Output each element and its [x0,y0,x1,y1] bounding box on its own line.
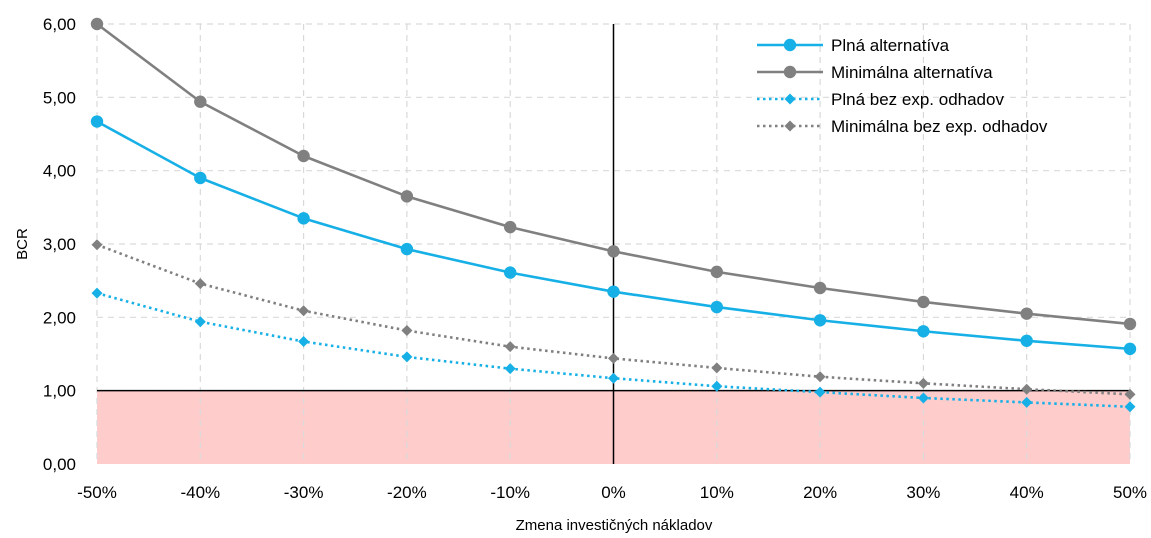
data-point [504,341,516,353]
x-tick-label: 50% [1113,483,1147,502]
y-tick-label: 6,00 [43,15,76,34]
data-point [298,336,310,348]
x-tick-label: 0% [601,483,626,502]
y-axis-title: BCR [14,228,31,260]
legend-marker [783,65,797,79]
x-tick-label: 20% [803,483,837,502]
data-point [1124,388,1136,400]
data-point [917,325,930,338]
x-tick-label: 30% [906,483,940,502]
data-point [297,149,310,163]
data-point [298,305,310,317]
data-point [1123,342,1137,356]
data-point [608,352,619,364]
data-point [401,351,413,363]
series-line-4 [96,243,1131,396]
data-point [608,372,619,384]
legend-label: Plná bez exp. odhadov [831,90,1004,109]
data-point [1020,334,1033,347]
x-axis-title: Zmena investičných nákladov [516,517,713,534]
data-point [504,266,517,279]
data-point [607,245,620,258]
y-tick-label: 2,00 [43,308,76,327]
data-point [814,386,826,398]
x-tick-label: -10% [490,483,530,502]
data-point [814,371,826,383]
y-tick-label: 0,00 [43,455,76,474]
data-point [1123,317,1137,331]
data-point [917,377,929,389]
data-point [91,287,103,299]
data-point [1021,396,1033,408]
x-tick-label: -50% [77,483,117,502]
data-point [400,242,414,256]
data-point [400,190,414,203]
data-point [711,362,723,374]
x-tick-label: -30% [284,483,324,502]
x-tick-label: 10% [700,483,734,502]
data-point [1021,383,1033,395]
data-point [194,316,206,328]
data-point [504,363,516,375]
data-point [194,278,206,290]
data-point [813,281,827,295]
data-point [194,171,207,185]
x-tick-label: -20% [387,483,427,502]
data-point [710,265,723,279]
y-tick-label: 3,00 [43,235,76,254]
data-point [1124,401,1136,413]
data-point [917,392,929,404]
legend-marker [783,38,797,52]
y-tick-label: 5,00 [43,88,76,107]
y-tick-label: 1,00 [43,382,76,401]
data-point [401,325,413,337]
data-point [297,212,310,225]
data-point [813,314,827,327]
data-point [91,239,103,251]
x-tick-label: 40% [1010,483,1044,502]
data-point [90,115,104,128]
data-point [607,285,620,298]
data-point [90,17,104,31]
legend-label: Minimálna bez exp. odhadov [831,117,1048,136]
data-point [194,95,207,108]
data-point [917,295,930,309]
x-tick-label: -40% [180,483,220,502]
legend-label: Plná alternatíva [831,36,950,55]
legend-label: Minimálna alternatíva [831,63,993,82]
legend-marker [784,120,796,132]
legend-marker [784,93,796,105]
data-point [1020,307,1033,320]
data-point [711,380,723,392]
data-point [710,300,723,314]
data-point [504,220,517,234]
y-tick-label: 4,00 [43,162,76,181]
